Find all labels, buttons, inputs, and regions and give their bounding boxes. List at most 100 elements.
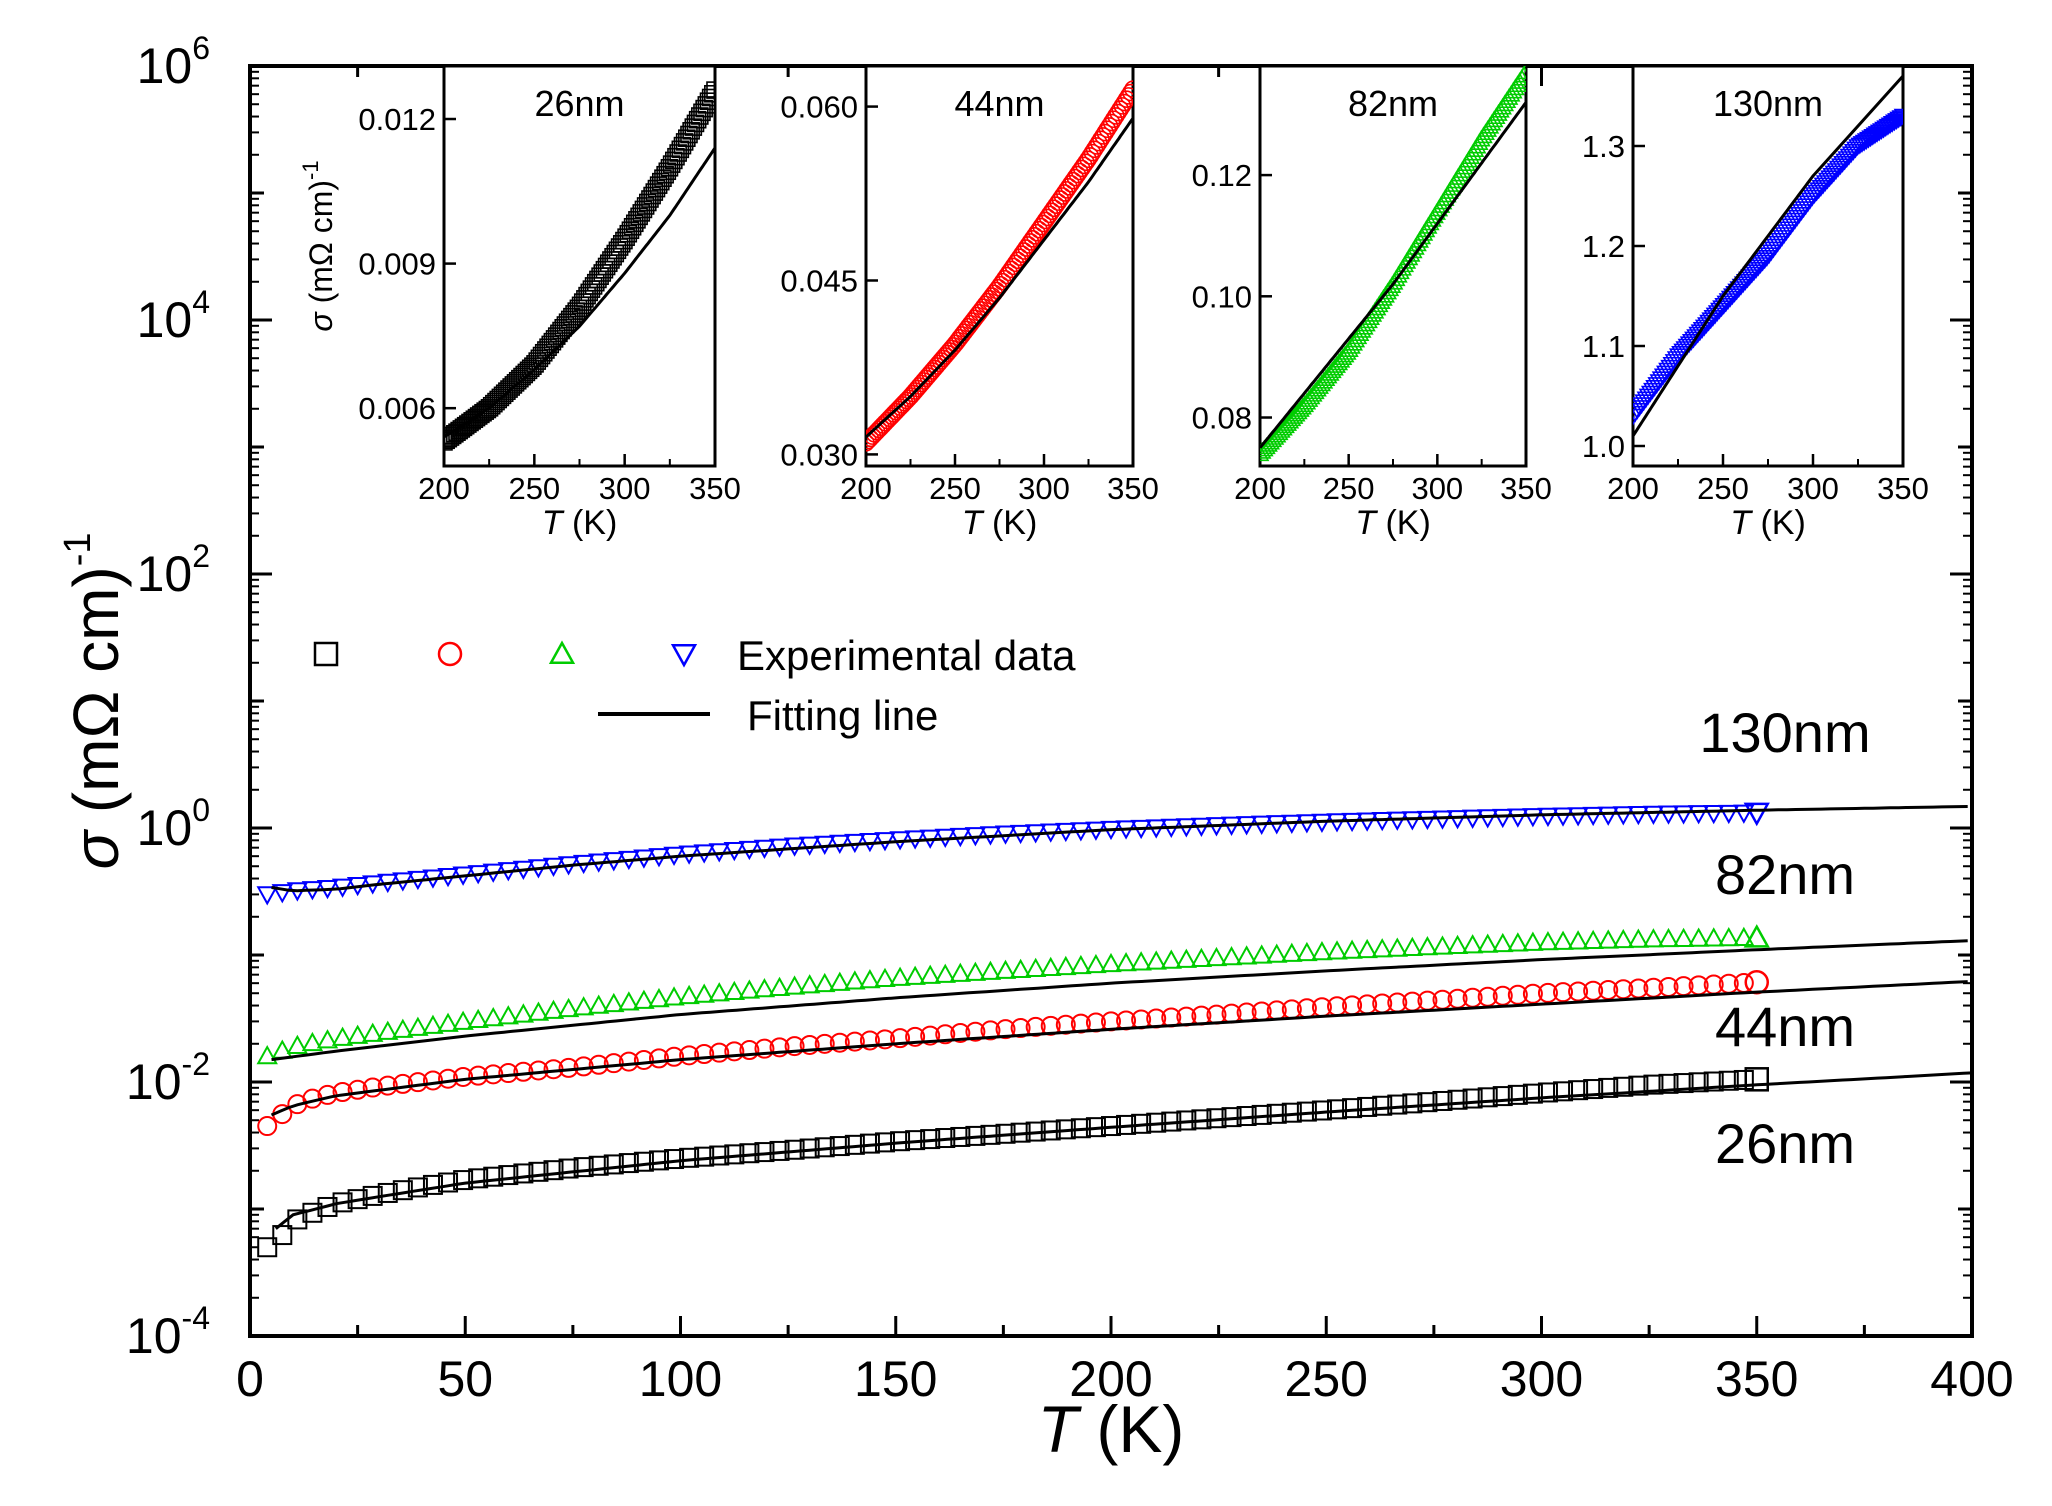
data-marker (1492, 985, 1513, 1006)
inset-y-tick-label: 0.045 (780, 263, 858, 298)
data-marker (347, 1079, 368, 1100)
data-marker (1552, 930, 1574, 950)
inset-data-marker (1025, 226, 1044, 245)
data-marker (1657, 805, 1680, 825)
data-marker (1461, 809, 1484, 829)
data-marker (453, 1170, 474, 1191)
data-marker (1387, 1094, 1408, 1115)
legend-marker-82nm (548, 640, 576, 665)
series-label-130nm: 130nm (1699, 701, 1870, 764)
data-marker (633, 1151, 654, 1172)
data-marker (648, 987, 670, 1008)
data-marker (1612, 806, 1634, 826)
inset-data-marker (1010, 248, 1029, 267)
data-marker (709, 1042, 730, 1063)
inset-data-marker (1055, 184, 1074, 202)
x-axis-label: T (K) (1038, 1392, 1185, 1466)
data-marker (286, 1034, 309, 1054)
inset-x-tick-label: 200 (418, 471, 470, 506)
inset-title: 26nm (534, 83, 624, 124)
data-marker (1597, 929, 1619, 949)
inset-data-marker (1013, 245, 1031, 263)
data-marker (1357, 1096, 1378, 1117)
inset-x-tick-label: 200 (1234, 471, 1286, 506)
inset-y-tick-label: 0.006 (358, 391, 436, 426)
data-marker (362, 1077, 383, 1098)
data-marker (1643, 1074, 1664, 1095)
inset-y-tick-label: 0.10 (1192, 279, 1252, 314)
data-marker (1537, 982, 1558, 1003)
data-marker (1598, 979, 1619, 1000)
data-marker (1688, 1072, 1709, 1093)
data-marker (422, 1174, 443, 1195)
data-marker (558, 1158, 579, 1179)
inset-data-130nm (1633, 74, 1903, 437)
inset-frame (864, 64, 1135, 468)
series-82nm (256, 924, 1968, 1065)
inset-data-marker (1017, 239, 1035, 257)
data-marker (407, 1072, 428, 1093)
data-marker (497, 1005, 519, 1025)
data-marker (1672, 805, 1695, 825)
inset-data-marker (1064, 171, 1082, 190)
data-marker (1537, 1082, 1558, 1103)
data-marker (1628, 1075, 1649, 1096)
data-marker (1553, 1081, 1574, 1102)
inset-data-marker (1049, 193, 1068, 211)
data-marker (1522, 983, 1543, 1004)
data-marker (572, 996, 595, 1016)
inset-data-marker (701, 88, 715, 107)
inset-x-tick-label: 350 (1500, 471, 1552, 506)
data-marker-end (1744, 970, 1769, 995)
data-marker (1582, 929, 1604, 950)
inset-data-44nm (866, 80, 1133, 452)
data-marker (1055, 955, 1077, 976)
inset-x-tick-label: 350 (689, 471, 741, 506)
data-marker (272, 1225, 293, 1246)
data-marker (905, 1026, 926, 1047)
inset-data-marker (1004, 257, 1023, 276)
inset-x-tick-label: 300 (1787, 471, 1839, 506)
fit-line-44nm (270, 980, 1968, 1117)
x-tick-label: 150 (854, 1351, 937, 1407)
data-marker (1190, 947, 1213, 968)
x-tick-label: 100 (639, 1351, 722, 1407)
inset-x-tick-label: 300 (1018, 471, 1070, 506)
series-130nm (256, 802, 1968, 906)
data-marker (1507, 984, 1528, 1005)
data-marker (346, 1024, 369, 1044)
data-marker (452, 1010, 474, 1030)
data-marker (1627, 928, 1650, 948)
series-labels: 26nm 44nm 82nm 130nm (1699, 701, 1870, 1175)
data-marker (603, 992, 625, 1013)
data-marker (920, 1025, 941, 1046)
data-marker (798, 974, 821, 994)
data-marker (1583, 980, 1604, 1001)
data-marker (1477, 1087, 1498, 1108)
inset-x-tick-label: 250 (508, 471, 560, 506)
data-marker (1687, 927, 1710, 947)
data-marker (648, 1048, 669, 1069)
data-marker (1718, 804, 1740, 825)
data-marker (934, 963, 956, 983)
data-marker (1522, 931, 1544, 951)
fit-line-130nm (271, 805, 1968, 893)
data-marker (844, 970, 866, 990)
data-marker (1718, 927, 1740, 947)
data-marker (1567, 930, 1589, 950)
data-marker (679, 1045, 700, 1066)
inset-x-tick-label: 300 (599, 471, 651, 506)
inset-data-marker (1043, 202, 1061, 221)
series-26nm (257, 1067, 1972, 1258)
inset-data-marker (706, 81, 715, 99)
data-marker (964, 961, 987, 981)
fit-line-26nm (274, 1071, 1972, 1230)
data-marker (271, 1039, 293, 1059)
y-axis-label: σ (mΩ cm)-1 (57, 532, 132, 869)
inset-data-marker (1036, 211, 1055, 230)
data-marker (392, 1073, 413, 1094)
data-marker (1342, 1098, 1363, 1119)
data-marker (1522, 808, 1544, 828)
data-marker (693, 983, 715, 1003)
legend-marker-44nm (437, 641, 463, 667)
